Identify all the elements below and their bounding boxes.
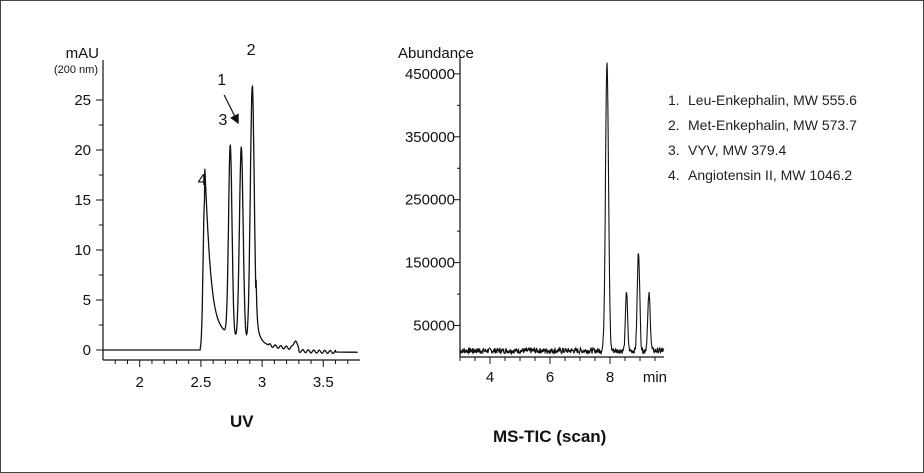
ms-y-tick-label: 50000 xyxy=(413,318,455,335)
uv-y-tick-label: 0 xyxy=(83,342,91,359)
legend-item-4: 4. Angiotensin II, MW 1046.2 xyxy=(668,163,857,188)
uv-caption: UV xyxy=(230,412,254,431)
uv-peak1-arrow xyxy=(223,94,239,125)
uv-peak-label: 1 xyxy=(217,72,226,89)
ms-x-tick-label: 6 xyxy=(546,369,554,386)
uv-y-tick-label: 20 xyxy=(74,142,91,159)
ms-y-tick-label: 450000 xyxy=(405,66,455,83)
uv-y-label: mAU xyxy=(66,45,99,62)
uv-x-tick-label: 2.5 xyxy=(190,374,211,391)
legend-text: Angiotensin II, MW 1046.2 xyxy=(688,167,853,183)
uv-labels: 4 3 1 2 xyxy=(198,42,256,189)
ms-y-label: Abundance xyxy=(398,45,474,62)
ms-x-tick-label: 8 xyxy=(606,369,614,386)
uv-y-tick-label: 5 xyxy=(83,292,91,309)
legend-text: Leu-Enkephalin, MW 555.6 xyxy=(688,92,857,108)
legend-num: 4. xyxy=(668,167,680,183)
legend-text: Met-Enkephalin, MW 573.7 xyxy=(688,117,857,133)
uv-trace xyxy=(103,84,358,355)
uv-peak-label: 2 xyxy=(247,42,256,59)
uv-x-tick-label: 2 xyxy=(136,374,144,391)
ms-x-tick-label: 4 xyxy=(486,369,494,386)
uv-x-tick-label: 3 xyxy=(258,374,266,391)
legend-item-2: 2. Met-Enkephalin, MW 573.7 xyxy=(668,113,857,138)
uv-y-tick-label: 25 xyxy=(74,92,91,109)
ms-trace xyxy=(459,62,665,356)
uv-y-unit: (200 nm) xyxy=(54,64,98,76)
legend-item-3: 3. VYV, MW 379.4 xyxy=(668,138,857,163)
ms-y-tick-label: 350000 xyxy=(405,129,455,146)
uv-peak-label: 4 xyxy=(198,172,207,189)
legend-num: 1. xyxy=(668,92,680,108)
uv-x-tick-label: 3.5 xyxy=(313,374,334,391)
peak-legend: 1. Leu-Enkephalin, MW 555.6 2. Met-Enkepha… xyxy=(668,88,857,188)
ms-axes: 50000 150000 250000 350000 450000 4 6 8 min Abund… xyxy=(398,45,667,386)
uv-y-tick-label: 15 xyxy=(74,192,91,209)
uv-axes: 0 5 10 15 20 25 2 2.5 3 3.5 mAU (200 nm) xyxy=(54,45,360,391)
ms-y-tick-label: 250000 xyxy=(405,192,455,209)
ms-x-label: min xyxy=(643,369,667,386)
legend-num: 2. xyxy=(668,117,680,133)
legend-num: 3. xyxy=(668,142,680,158)
ms-y-tick-label: 150000 xyxy=(405,255,455,272)
legend-text: VYV, MW 379.4 xyxy=(688,142,787,158)
ms-caption: MS-TIC (scan) xyxy=(493,427,607,446)
uv-peak-label: 3 xyxy=(218,112,227,129)
uv-y-tick-label: 10 xyxy=(74,242,91,259)
legend-item-1: 1. Leu-Enkephalin, MW 555.6 xyxy=(668,88,857,113)
